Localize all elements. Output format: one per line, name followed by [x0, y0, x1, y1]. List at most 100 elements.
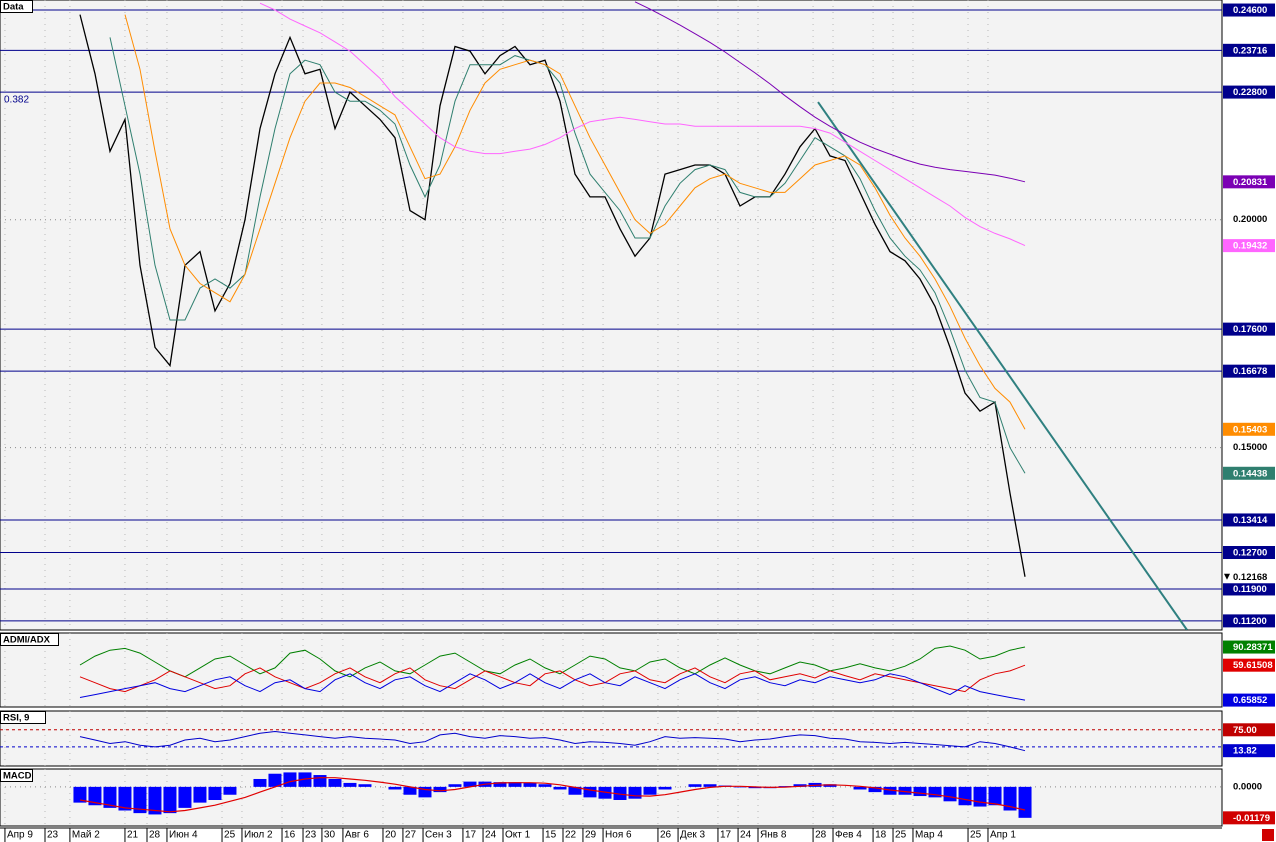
level-label-box	[1223, 614, 1275, 628]
level-label: 0.16678	[1233, 366, 1267, 377]
x-tick-label: Сен 3	[425, 830, 452, 841]
panel-title: MACD	[3, 771, 32, 782]
y-tick-label: 0.0000	[1233, 781, 1262, 792]
level-label: 0.17600	[1233, 324, 1267, 335]
x-tick-label: Июл 2	[244, 830, 273, 841]
histogram-bar	[388, 786, 402, 790]
histogram-bar	[298, 772, 312, 787]
panel	[0, 0, 1222, 630]
histogram-bar	[778, 786, 792, 787]
x-tick-label: Апр 1	[990, 830, 1016, 841]
series-label-box	[1223, 640, 1275, 654]
x-tick-label: Апр 9	[7, 830, 33, 841]
corner-button[interactable]	[1262, 829, 1274, 841]
series-line	[109, 37, 1026, 474]
histogram-bar	[328, 778, 342, 787]
level-label: 75.00	[1233, 725, 1257, 736]
histogram-bar	[853, 786, 867, 790]
value-label: -0.01179	[1233, 813, 1270, 824]
x-tick-label: 29	[585, 830, 597, 841]
histogram-bar	[313, 775, 327, 787]
level-label: 0.13414	[1233, 515, 1268, 526]
histogram-bar	[943, 786, 957, 802]
histogram-bar	[748, 786, 762, 789]
x-tick-label: Дек 3	[680, 830, 705, 841]
histogram-bar	[973, 786, 987, 807]
histogram-bar	[688, 784, 702, 787]
level-label-box	[1223, 723, 1275, 737]
histogram-bar	[118, 786, 132, 811]
histogram-bar	[433, 786, 447, 793]
histogram-bar	[1018, 786, 1032, 818]
series-line	[79, 645, 1026, 678]
price-label: 0.12168	[1233, 572, 1267, 583]
series-label: 0.19432	[1233, 241, 1267, 252]
series-label: 0.14438	[1233, 468, 1267, 479]
x-tick-label: 23	[47, 830, 59, 841]
histogram-bar	[913, 786, 927, 797]
price-label-box	[1223, 570, 1275, 584]
histogram-bar	[253, 778, 267, 787]
histogram-bar	[133, 786, 147, 814]
panel-title: Data	[3, 2, 24, 13]
histogram-bar	[223, 786, 237, 795]
histogram-bar	[793, 784, 807, 787]
x-tick-label: 24	[740, 830, 752, 841]
panel-background	[0, 710, 1223, 767]
histogram-bar	[613, 786, 627, 800]
panel-title-box	[0, 711, 46, 724]
histogram-bar	[343, 782, 357, 787]
panel-title: RSI, 9	[3, 713, 29, 724]
x-tick-label: 17	[720, 830, 732, 841]
x-tick-label: Ноя 6	[605, 830, 632, 841]
histogram-bar	[898, 786, 912, 795]
histogram-bar	[283, 772, 297, 787]
level-label-box	[1223, 513, 1275, 527]
annotation: 0.382	[4, 95, 29, 106]
x-tick-label: 28	[815, 830, 827, 841]
trendline	[817, 101, 1188, 630]
histogram-bar	[508, 782, 522, 787]
panel-title-box	[0, 769, 33, 782]
x-tick-label: 30	[324, 830, 336, 841]
series-line	[259, 2, 1026, 247]
level-label: 0.11900	[1233, 584, 1267, 595]
series-label-box	[1223, 422, 1275, 436]
x-tick-label: 15	[545, 830, 557, 841]
series-label: 90.28371	[1233, 642, 1273, 653]
histogram-bar	[208, 786, 222, 800]
series-label: 13.82	[1233, 746, 1257, 757]
level-label: 0.24600	[1233, 5, 1267, 16]
series-label-box	[1223, 239, 1275, 253]
level-label: 0.22800	[1233, 87, 1267, 98]
histogram-bar	[103, 786, 117, 808]
histogram-bar	[523, 782, 537, 787]
histogram-bar	[883, 786, 897, 795]
series-line	[634, 1, 1026, 183]
histogram-bar	[868, 786, 882, 793]
x-tick-label: Мар 4	[915, 830, 943, 841]
panel-title-box	[0, 0, 33, 13]
histogram-bar	[583, 786, 597, 798]
x-tick-label: Май 2	[72, 830, 100, 841]
x-tick-label: Окт 1	[505, 830, 531, 841]
histogram-bar	[88, 786, 102, 806]
x-tick-label: 17	[465, 830, 477, 841]
histogram-bar	[733, 786, 747, 788]
x-tick-label: 25	[895, 830, 907, 841]
level-label-box	[1223, 43, 1275, 57]
x-tick-label: Авг 6	[345, 830, 369, 841]
histogram-bar	[1003, 786, 1017, 811]
panel-background	[0, 632, 1223, 708]
histogram-bar	[178, 786, 192, 808]
x-tick-label: 25	[224, 830, 236, 841]
histogram-bar	[268, 773, 282, 787]
histogram-bar	[658, 786, 672, 790]
series-label-box	[1223, 466, 1275, 480]
histogram-bar	[958, 786, 972, 806]
histogram-bar	[823, 784, 837, 787]
histogram-bar	[928, 786, 942, 798]
signal-line	[79, 777, 1026, 813]
panel-title-box	[0, 633, 59, 646]
level-label: 0.12700	[1233, 548, 1267, 559]
